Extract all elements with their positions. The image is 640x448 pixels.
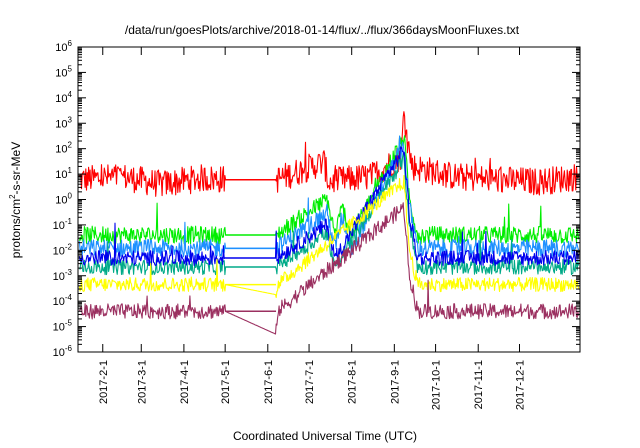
y-tick-label: 10-6 bbox=[53, 344, 73, 359]
y-axis-label-sup: 2 bbox=[8, 194, 17, 199]
series-line bbox=[78, 135, 580, 245]
x-tick-label: 2017-10-1 bbox=[431, 360, 443, 410]
x-tick-label: 2017-5-1 bbox=[220, 360, 232, 404]
x-tick-label: 2017-8-1 bbox=[347, 360, 359, 404]
y-tick-label: 105 bbox=[55, 64, 72, 79]
x-axis-label: Coordinated Universal Time (UTC) bbox=[233, 429, 417, 443]
y-tick-label: 10-5 bbox=[53, 319, 73, 334]
plot-area bbox=[78, 111, 580, 335]
x-axis: 2017-2-1 2017-3-1 2017-4-1 2017-5-1 2017-6-1… bbox=[98, 47, 526, 410]
series-line bbox=[78, 202, 580, 335]
series-line bbox=[78, 135, 580, 258]
x-tick-label: 2017-11-1 bbox=[473, 360, 485, 409]
chart-title: /data/run/goesPlots/archive/2018-01-14/f… bbox=[125, 23, 520, 37]
y-tick-label: 106 bbox=[55, 39, 72, 54]
y-tick-label: 100 bbox=[55, 192, 72, 207]
y-tick-label: 101 bbox=[55, 166, 72, 181]
x-tick-label: 2017-6-1 bbox=[263, 360, 275, 404]
y-axis-label-prefix: protons/cm bbox=[9, 199, 23, 258]
y-axis: 10-6 10-5 10-4 10-3 10-2 10-1 100 101 102 103 104 1… bbox=[53, 39, 580, 359]
x-tick-label: 2017-9-1 bbox=[389, 360, 401, 404]
y-tick-label: 10-1 bbox=[53, 217, 73, 232]
y-tick-label: 103 bbox=[55, 115, 72, 130]
x-tick-label: 2017-2-1 bbox=[98, 360, 110, 404]
series-line bbox=[79, 111, 580, 197]
y-tick-label: 102 bbox=[55, 141, 72, 156]
y-tick-label: 10-2 bbox=[53, 242, 73, 257]
y-axis-label: protons/cm2-s-sr-MeV bbox=[8, 142, 23, 258]
y-tick-label: 10-4 bbox=[53, 293, 73, 308]
x-tick-label: 2017-7-1 bbox=[304, 360, 316, 404]
x-tick-label: 2017-12-1 bbox=[514, 360, 526, 410]
x-tick-label: 2017-3-1 bbox=[136, 360, 148, 404]
series-line bbox=[78, 174, 580, 299]
y-tick-label: 10-3 bbox=[53, 268, 73, 283]
y-tick-label: 104 bbox=[55, 90, 72, 105]
x-tick-label: 2017-4-1 bbox=[179, 360, 191, 404]
y-axis-label-suffix: -s-sr-MeV bbox=[9, 142, 23, 195]
